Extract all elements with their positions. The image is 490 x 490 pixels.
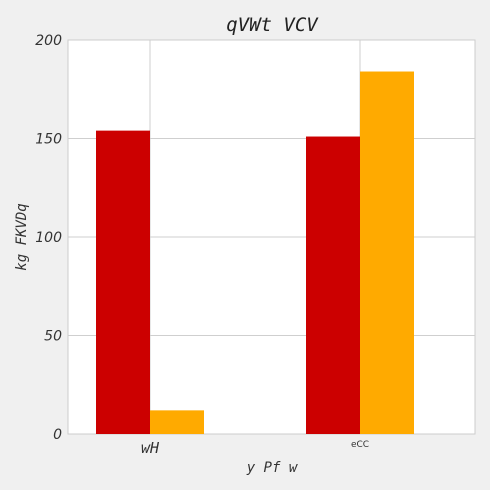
x-tick-label: wH — [141, 439, 160, 457]
y-axis-ticks: 0 50 100 150 200 — [35, 33, 62, 443]
y-tick-label: 100 — [35, 230, 62, 246]
x-axis-label: y Pf w — [246, 460, 298, 476]
bar-series-1-wH — [96, 130, 150, 434]
x-axis-ticks: wH eCC — [141, 439, 369, 457]
y-tick-label: 150 — [35, 132, 62, 148]
chart-title: qVWt VCV — [226, 14, 319, 36]
y-tick-label: 50 — [44, 329, 62, 345]
bar-series-2-wH — [150, 410, 204, 434]
x-tick-label: eCC — [351, 440, 369, 450]
bar-series-2-eCC — [360, 71, 414, 435]
bar-series-1-eCC — [306, 136, 360, 434]
bars — [96, 71, 414, 435]
y-axis-label: kg FKVDq — [14, 203, 30, 270]
y-tick-label: 0 — [53, 427, 62, 443]
y-tick-label: 200 — [35, 33, 62, 49]
